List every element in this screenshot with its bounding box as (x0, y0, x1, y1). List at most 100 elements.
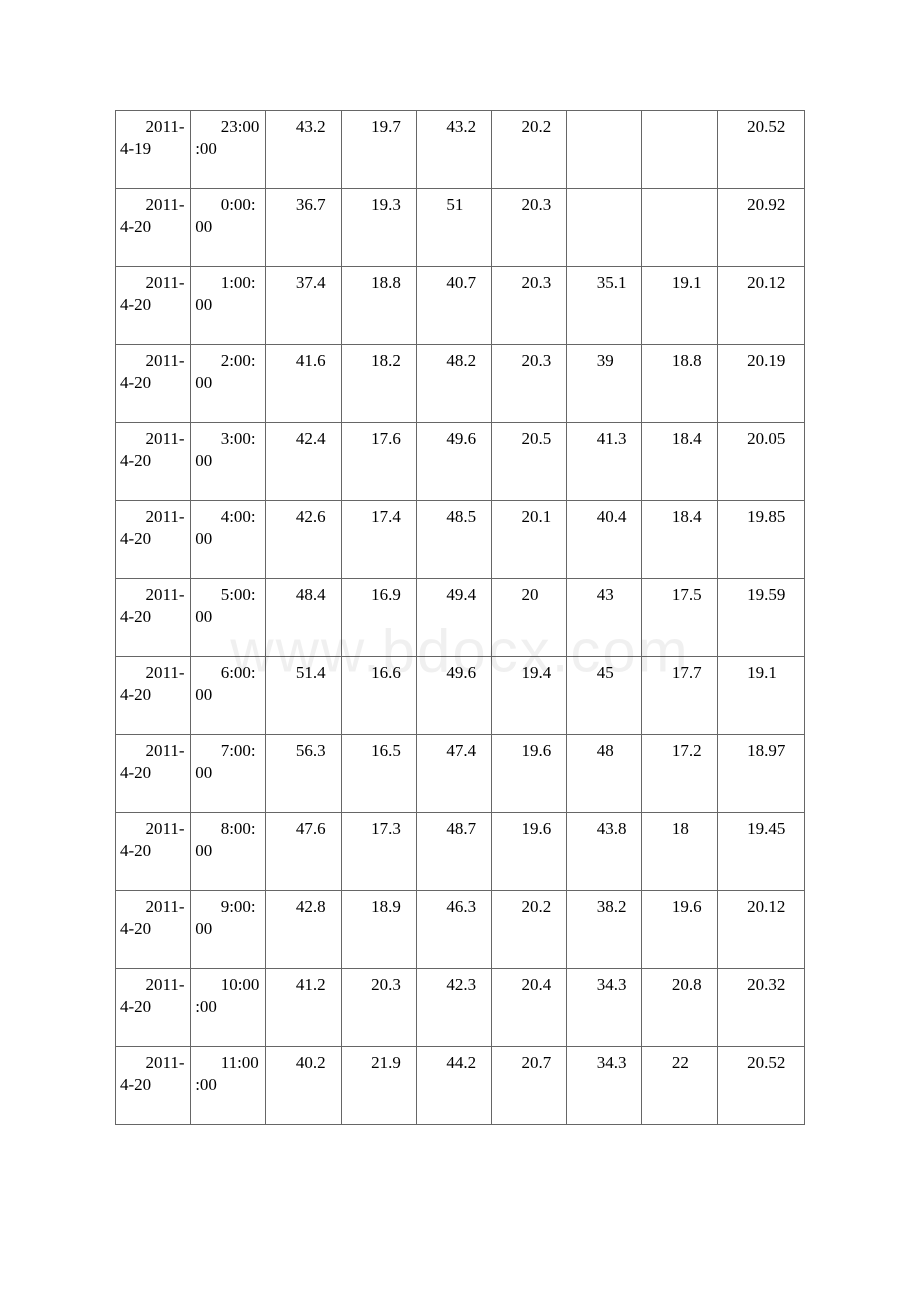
table-row: 2011-4-202:00:0041.618.248.220.33918.820… (116, 345, 805, 423)
cell-text: 42.8 (270, 896, 336, 918)
table-cell: 20.05 (717, 423, 804, 501)
table-cell: 40.7 (416, 267, 491, 345)
cell-text: 41.6 (270, 350, 336, 372)
table-cell: 56.3 (266, 735, 341, 813)
table-cell: 2011-4-19 (116, 111, 191, 189)
table-cell: 18.4 (642, 423, 717, 501)
table-cell: 19.59 (717, 579, 804, 657)
cell-text: 51.4 (270, 662, 336, 684)
table-cell: 20.12 (717, 891, 804, 969)
cell-text: 47.6 (270, 818, 336, 840)
cell-text: 20.12 (722, 896, 800, 918)
cell-text: 20.2 (496, 896, 562, 918)
cell-text: 18.8 (646, 350, 712, 372)
table-cell: 20.3 (492, 345, 567, 423)
table-cell: 48.2 (416, 345, 491, 423)
cell-text: 17.6 (346, 428, 412, 450)
cell-text: 6:00:00 (195, 662, 261, 706)
cell-text: 35.1 (571, 272, 637, 294)
cell-text: 42.3 (421, 974, 487, 996)
cell-text: 19.3 (346, 194, 412, 216)
cell-text: 18.97 (722, 740, 800, 762)
cell-text: 48.5 (421, 506, 487, 528)
table-cell: 8:00:00 (191, 813, 266, 891)
cell-text: 2011-4-20 (120, 350, 186, 394)
table-cell: 17.2 (642, 735, 717, 813)
cell-text: 19.6 (496, 818, 562, 840)
table-cell: 43.8 (567, 813, 642, 891)
table-cell: 17.4 (341, 501, 416, 579)
table-row: 2011-4-204:00:0042.617.448.520.140.418.4… (116, 501, 805, 579)
cell-text: 20.5 (496, 428, 562, 450)
cell-text: 20.05 (722, 428, 800, 450)
cell-text: 20.52 (722, 116, 800, 138)
cell-text: 21.9 (346, 1052, 412, 1074)
table-cell: 20.4 (492, 969, 567, 1047)
table-cell: 10:00:00 (191, 969, 266, 1047)
table-cell: 20.32 (717, 969, 804, 1047)
table-cell: 2011-4-20 (116, 267, 191, 345)
table-cell: 2011-4-20 (116, 735, 191, 813)
table-cell: 41.2 (266, 969, 341, 1047)
table-cell: 17.7 (642, 657, 717, 735)
table-cell: 19.45 (717, 813, 804, 891)
cell-text: 2011-4-19 (120, 116, 186, 160)
table-cell: 2011-4-20 (116, 189, 191, 267)
table-cell: 35.1 (567, 267, 642, 345)
cell-text: 43.2 (421, 116, 487, 138)
table-row: 2011-4-1923:00:0043.219.743.220.220.52 (116, 111, 805, 189)
table-cell: 17.3 (341, 813, 416, 891)
cell-text: 51 (421, 194, 487, 216)
table-cell: 20.19 (717, 345, 804, 423)
table-cell: 36.7 (266, 189, 341, 267)
table-cell: 49.6 (416, 423, 491, 501)
table-cell: 2011-4-20 (116, 579, 191, 657)
table-cell: 45 (567, 657, 642, 735)
cell-text: 46.3 (421, 896, 487, 918)
table-cell: 48.4 (266, 579, 341, 657)
table-cell: 2:00:00 (191, 345, 266, 423)
cell-text: 18.8 (346, 272, 412, 294)
cell-text: 20.4 (496, 974, 562, 996)
table-cell: 23:00:00 (191, 111, 266, 189)
cell-text: 20.2 (496, 116, 562, 138)
table-cell: 48 (567, 735, 642, 813)
cell-text: 19.4 (496, 662, 562, 684)
table-cell: 2011-4-20 (116, 969, 191, 1047)
table-cell: 48.5 (416, 501, 491, 579)
table-cell: 2011-4-20 (116, 423, 191, 501)
table-cell: 2011-4-20 (116, 657, 191, 735)
cell-text: 17.5 (646, 584, 712, 606)
cell-text: 19.6 (496, 740, 562, 762)
table-cell (642, 111, 717, 189)
table-cell: 18.8 (341, 267, 416, 345)
cell-text: 49.6 (421, 662, 487, 684)
table-cell: 20.12 (717, 267, 804, 345)
cell-text: 38.2 (571, 896, 637, 918)
table-cell: 43.2 (266, 111, 341, 189)
table-cell: 20.3 (341, 969, 416, 1047)
table-cell: 49.6 (416, 657, 491, 735)
table-cell: 18.9 (341, 891, 416, 969)
table-cell: 19.7 (341, 111, 416, 189)
cell-text: 22 (646, 1052, 712, 1074)
cell-text: 49.6 (421, 428, 487, 450)
cell-text: 20.3 (346, 974, 412, 996)
cell-text: 17.2 (646, 740, 712, 762)
table-cell: 11:00:00 (191, 1047, 266, 1125)
table-cell: 40.2 (266, 1047, 341, 1125)
cell-text: 41.2 (270, 974, 336, 996)
table-row: 2011-4-200:00:0036.719.35120.320.92 (116, 189, 805, 267)
cell-text: 10:00:00 (195, 974, 261, 1018)
table-cell: 17.5 (642, 579, 717, 657)
table-cell: 42.6 (266, 501, 341, 579)
table-cell: 20.1 (492, 501, 567, 579)
table-cell: 19.1 (717, 657, 804, 735)
table-cell: 41.3 (567, 423, 642, 501)
cell-text: 2011-4-20 (120, 740, 186, 784)
cell-text: 20.12 (722, 272, 800, 294)
cell-text: 19.85 (722, 506, 800, 528)
table-cell: 0:00:00 (191, 189, 266, 267)
cell-text: 19.59 (722, 584, 800, 606)
cell-text: 40.7 (421, 272, 487, 294)
